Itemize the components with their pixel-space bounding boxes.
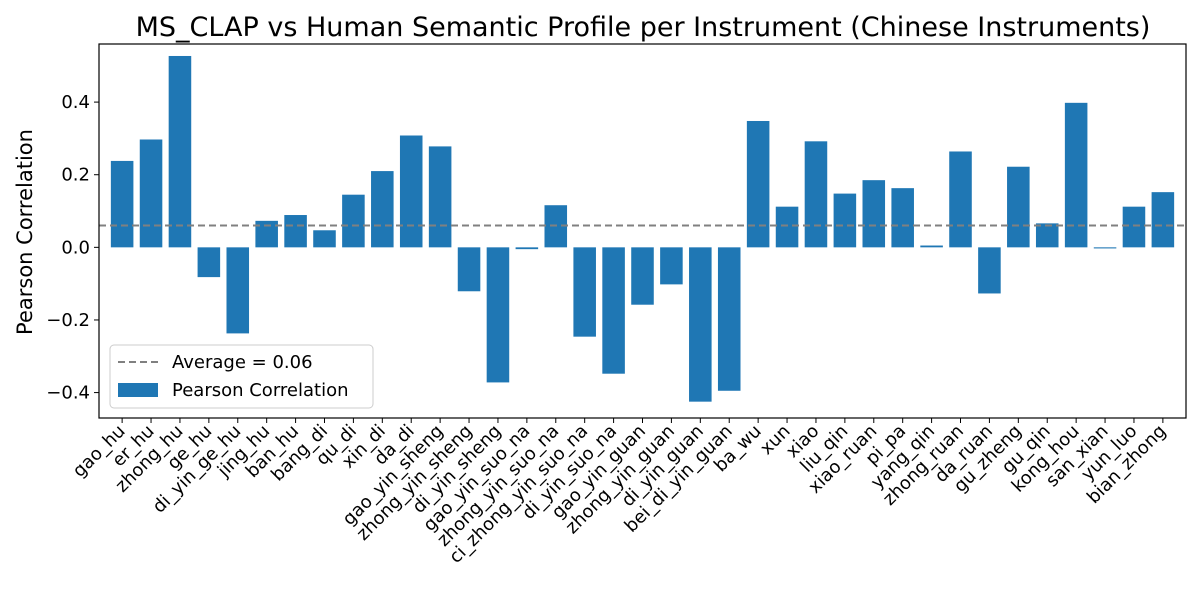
legend-box xyxy=(109,344,374,409)
bar-zhong_ruan xyxy=(949,151,972,248)
bar-zhong_yin_guan xyxy=(660,247,683,285)
bar-di_yin_guan xyxy=(689,247,712,402)
bar-ci_zhong_yin_suo_na xyxy=(573,247,596,337)
bar-ban_hu xyxy=(284,215,307,248)
legend-average-label: Average = 0.06 xyxy=(172,352,313,373)
bar-yun_luo xyxy=(1122,206,1146,248)
bar-gu_zheng xyxy=(1007,166,1030,248)
bar-ba_wu xyxy=(746,120,770,248)
bar-xiao xyxy=(804,141,828,248)
y-axis-label: Pearson Correlation xyxy=(13,129,37,335)
bar-bian_zhong xyxy=(1151,192,1175,248)
bar-xiao_ruan xyxy=(862,180,886,248)
bar-er_hu xyxy=(139,139,163,248)
bar-gao_yin_guan xyxy=(631,247,654,305)
bars xyxy=(110,55,1175,402)
bar-di_yin_ge_hu xyxy=(226,247,250,334)
bar-gao_hu xyxy=(110,160,134,248)
y-tick-label: −0.2 xyxy=(46,310,90,331)
y-axis: −0.4 −0.2 0.0 0.2 0.4 xyxy=(46,92,99,404)
legend-bar-label: Pearson Correlation xyxy=(172,380,349,401)
bar-zhong_hu xyxy=(168,55,192,248)
chart-title: MS_CLAP vs Human Semantic Profile per In… xyxy=(136,12,1151,43)
bar-bang_di xyxy=(313,230,336,248)
bar-da_di xyxy=(399,135,423,248)
bar-di_yin_sheng xyxy=(486,247,510,383)
bar-ge_hu xyxy=(197,247,221,278)
bar-kong_hou xyxy=(1064,102,1088,248)
y-tick-label: −0.4 xyxy=(46,383,90,404)
bar-gu_qin xyxy=(1035,223,1059,248)
bar-da_ruan xyxy=(978,247,1001,294)
x-axis: gao_huer_huzhong_huge_hudi_yin_ge_hujing… xyxy=(69,418,1170,568)
bar-gao_yin_suo_na xyxy=(515,247,539,250)
y-tick-label: 0.4 xyxy=(61,92,90,113)
bar-xun xyxy=(775,206,799,248)
bar-gao_yin_sheng xyxy=(428,146,452,248)
bar-jing_hu xyxy=(255,220,278,248)
bar-qu_di xyxy=(342,194,365,248)
legend-bar-swatch xyxy=(118,383,158,397)
bar-bei_di_yin_guan xyxy=(717,247,741,391)
bar-san_xian xyxy=(1093,247,1117,249)
bar-xin_di xyxy=(371,171,394,248)
bar-di_yin_suo_na xyxy=(602,247,625,374)
y-tick-label: 0.0 xyxy=(61,237,90,258)
bar-pi_pa xyxy=(891,188,914,248)
y-tick-label: 0.2 xyxy=(61,165,90,186)
bar-zhong_yin_sheng xyxy=(457,247,481,292)
legend: Average = 0.06 Pearson Correlation xyxy=(109,344,374,409)
bar-liu_qin xyxy=(833,193,857,248)
bar-yang_qin xyxy=(920,245,943,248)
